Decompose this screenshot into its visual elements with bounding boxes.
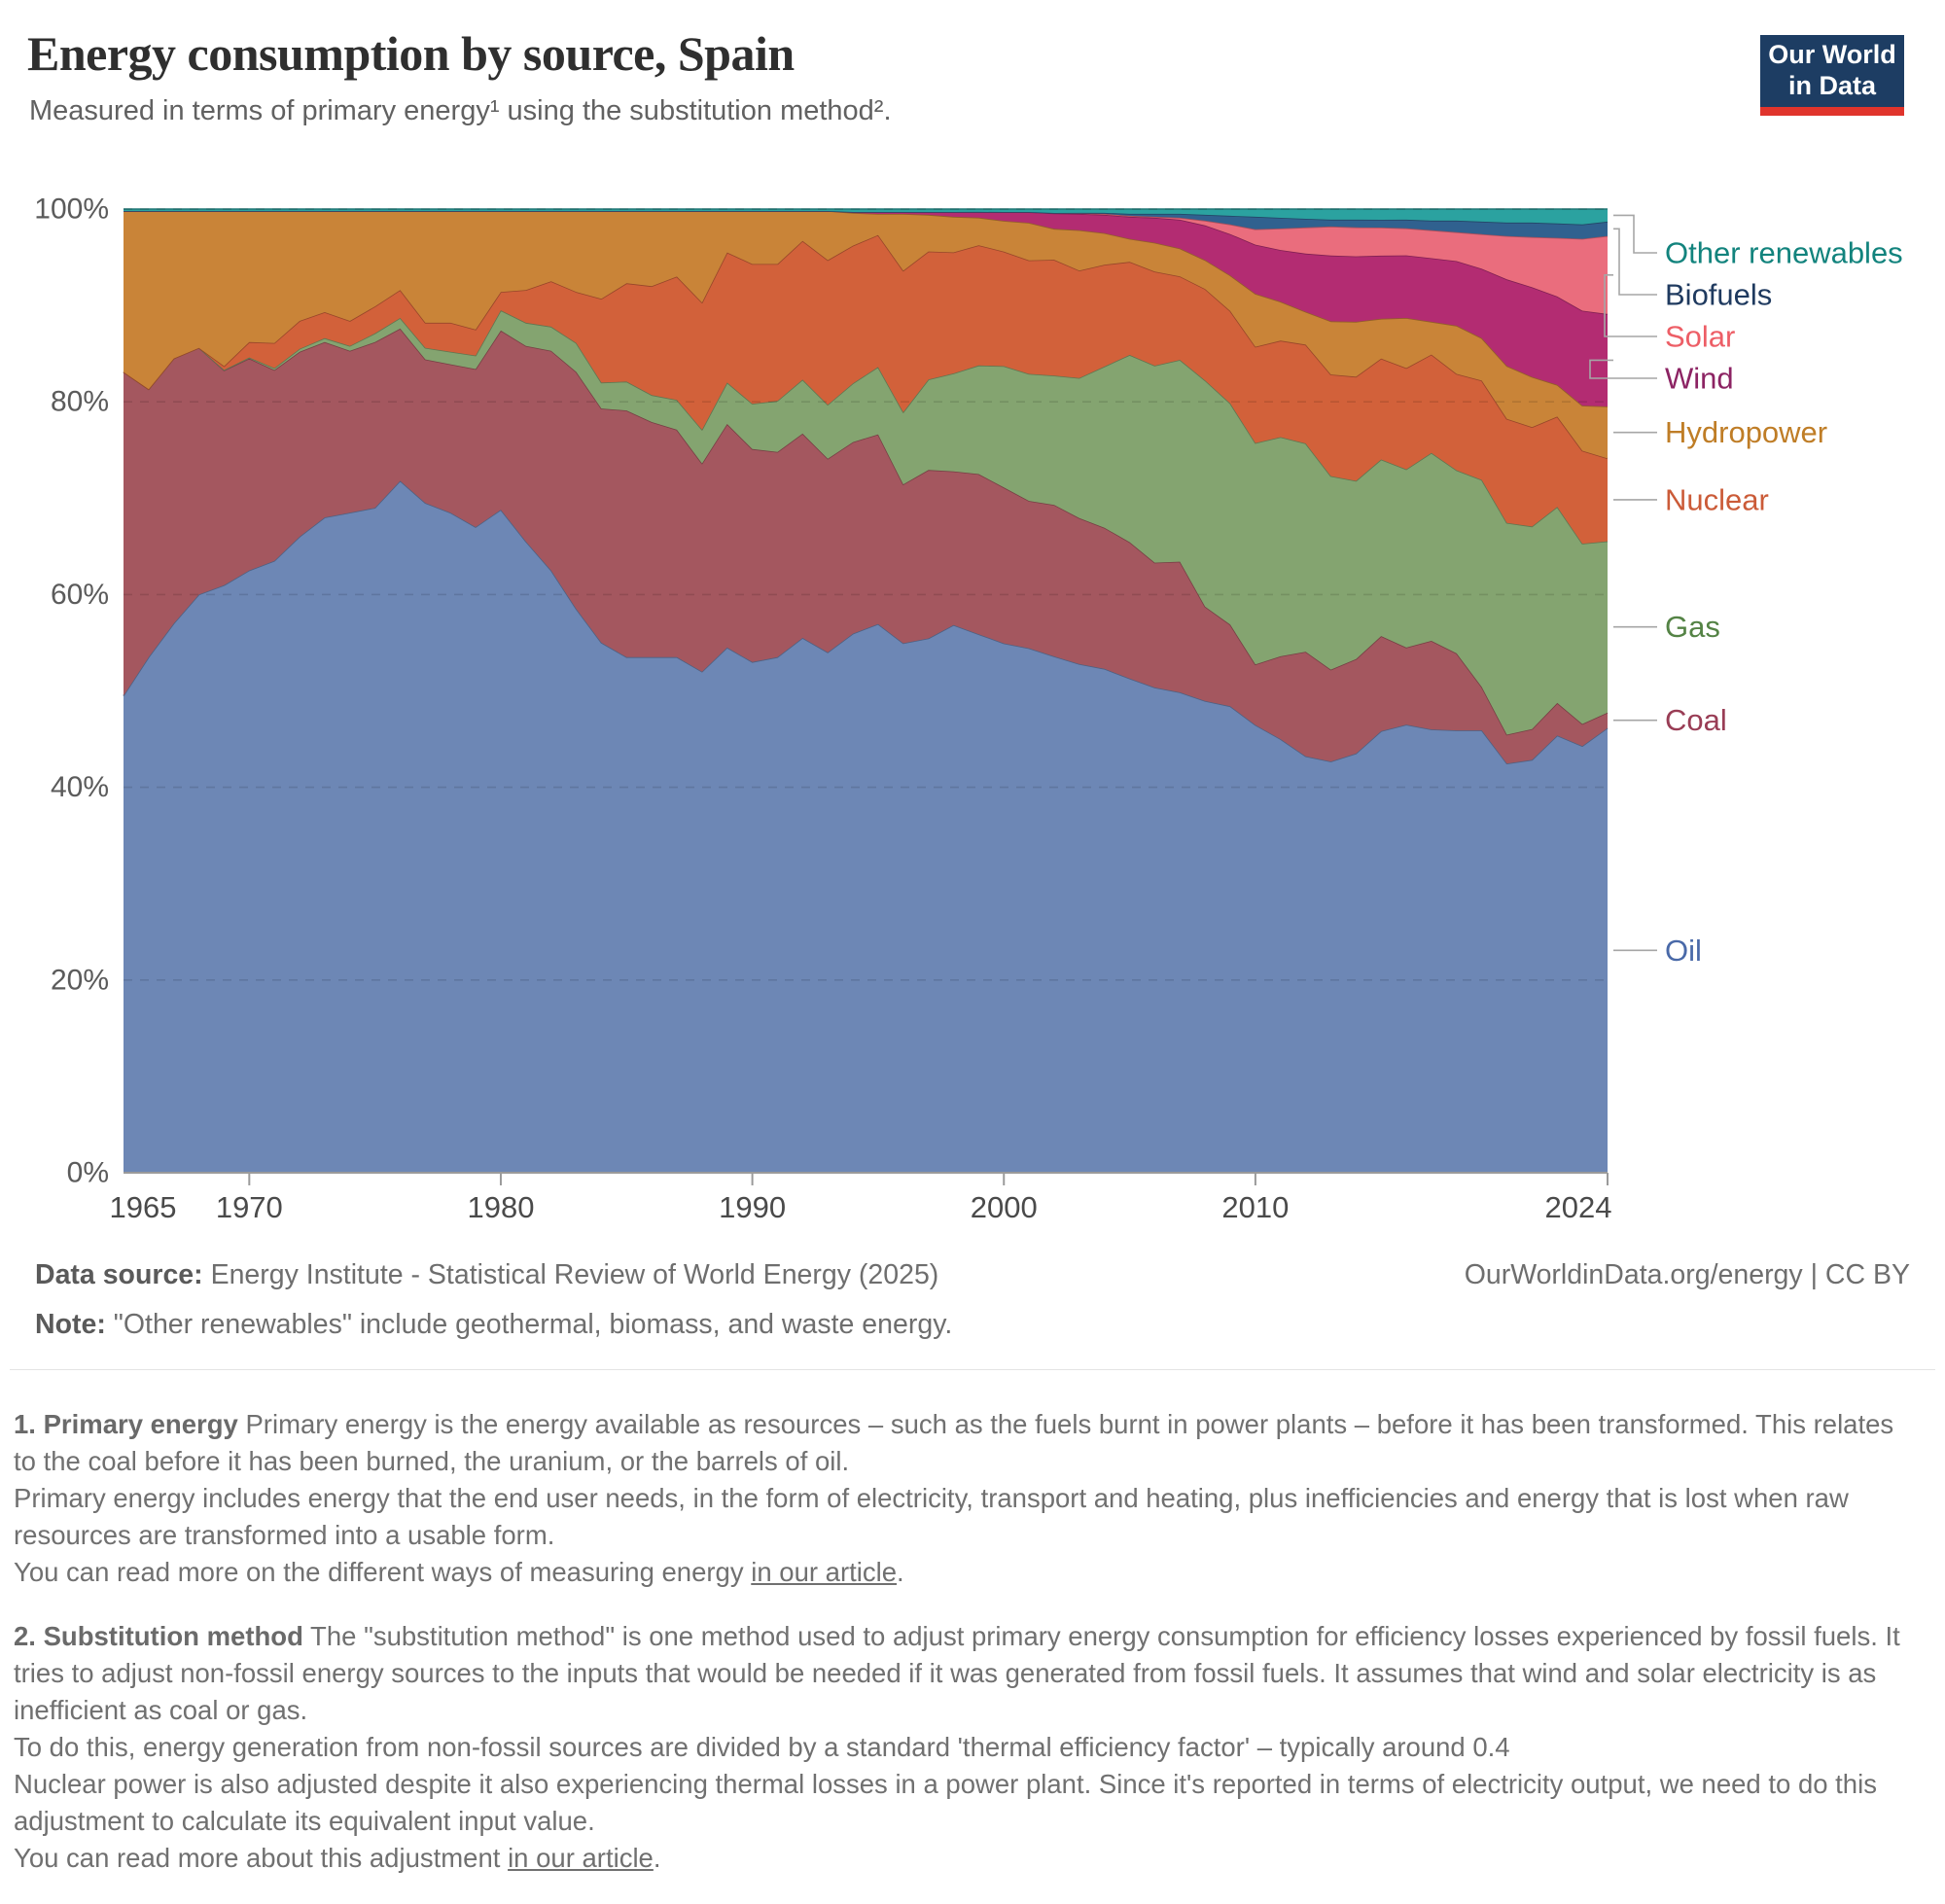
legend-connector-biofuels: [1613, 228, 1657, 296]
footnote-primary-energy: 1. Primary energy Primary energy is the …: [14, 1409, 1894, 1587]
x-tick-label: 1980: [467, 1190, 534, 1224]
footnote-1-article-link[interactable]: in our article: [751, 1557, 898, 1587]
area-wind[interactable]: [124, 211, 1608, 406]
divider-line: [10, 1369, 1935, 1370]
x-tick-label: 2010: [1221, 1190, 1289, 1224]
legend-label-gas[interactable]: Gas: [1665, 610, 1720, 644]
owid-logo-line1: Our World: [1768, 40, 1896, 70]
owid-logo-line2: in Data: [1787, 71, 1877, 100]
x-tick-label: 1965: [110, 1190, 177, 1224]
area-other-renewables[interactable]: [124, 209, 1608, 225]
legend-label-oil[interactable]: Oil: [1665, 934, 1702, 968]
area-biofuels[interactable]: [124, 211, 1608, 239]
y-tick-label: 60%: [51, 579, 109, 611]
y-tick-label: 20%: [51, 964, 109, 996]
stacked-area-chart[interactable]: 0% 20% 40% 60% 80% 100% 1965 1970 1980 1990 2000 20…: [0, 0, 1945, 1225]
datasource-link[interactable]: Energy Institute - Statistical Review of…: [202, 1259, 939, 1290]
datasource-label: Data source:: [35, 1259, 203, 1290]
note-text: "Other renewables" include geothermal, b…: [105, 1309, 953, 1340]
x-tick-label: 1970: [216, 1190, 283, 1224]
footnote-substitution-method: 2. Substitution method The "substitution…: [14, 1621, 1900, 1873]
footnote-2-text: The "substitution method" is one method …: [14, 1621, 1900, 1873]
area-coal[interactable]: [124, 328, 1608, 764]
chart-svg: 0% 20% 40% 60% 80% 100% 1965 1970 1980 1990 2000 20…: [34, 194, 1903, 1225]
owid-logo-box: Our World in Data: [1760, 35, 1904, 107]
datasource-row: Data source: Energy Institute - Statisti…: [35, 1259, 1910, 1291]
note-row: Note: "Other renewables" include geother…: [35, 1309, 1910, 1341]
owid-logo[interactable]: Our World in Data: [1760, 35, 1904, 116]
area-oil[interactable]: [124, 480, 1608, 1174]
legend-connector-other-renewables: [1613, 214, 1657, 254]
x-tick-label: 1990: [719, 1190, 786, 1224]
legend-label-hydropower[interactable]: Hydropower: [1665, 415, 1827, 449]
x-tick-label: 2024: [1545, 1190, 1612, 1224]
footnote-1-text: Primary energy is the energy available a…: [14, 1409, 1894, 1587]
y-tick-label: 80%: [51, 386, 109, 418]
legend-connector-wind: [1589, 359, 1657, 379]
legend-label-nuclear[interactable]: Nuclear: [1665, 482, 1769, 516]
page-title: Energy consumption by source, Spain: [27, 26, 795, 81]
legend-connector-solar: [1604, 274, 1657, 337]
rights-link[interactable]: OurWorldinData.org/energy | CC BY: [1464, 1259, 1910, 1290]
footnote-1-term: 1. Primary energy: [14, 1409, 238, 1439]
chart-footer: Data source: Energy Institute - Statisti…: [35, 1259, 1910, 1358]
area-hydropower[interactable]: [124, 211, 1608, 459]
owid-logo-red-strip: [1760, 107, 1904, 116]
legend-label-other-renewables[interactable]: Other renewables: [1665, 236, 1903, 270]
area-gas[interactable]: [124, 310, 1608, 735]
y-tick-label: 0%: [67, 1157, 109, 1189]
footnote-2-term: 2. Substitution method: [14, 1621, 303, 1651]
area-nuclear[interactable]: [124, 234, 1608, 545]
footnote-2-article-link[interactable]: in our article: [508, 1843, 654, 1873]
footnotes-section: 1. Primary energy Primary energy is the …: [14, 1406, 1910, 1904]
note-label: Note:: [35, 1309, 106, 1340]
legend-label-solar[interactable]: Solar: [1665, 320, 1735, 354]
legend-label-biofuels[interactable]: Biofuels: [1665, 278, 1772, 312]
y-tick-label: 40%: [51, 771, 109, 803]
page-subtitle: Measured in terms of primary energy¹ usi…: [29, 95, 892, 126]
x-tick-label: 2000: [971, 1190, 1038, 1224]
y-tick-label: 100%: [34, 194, 109, 226]
legend-label-coal[interactable]: Coal: [1665, 703, 1727, 737]
legend-label-wind[interactable]: Wind: [1665, 362, 1734, 396]
